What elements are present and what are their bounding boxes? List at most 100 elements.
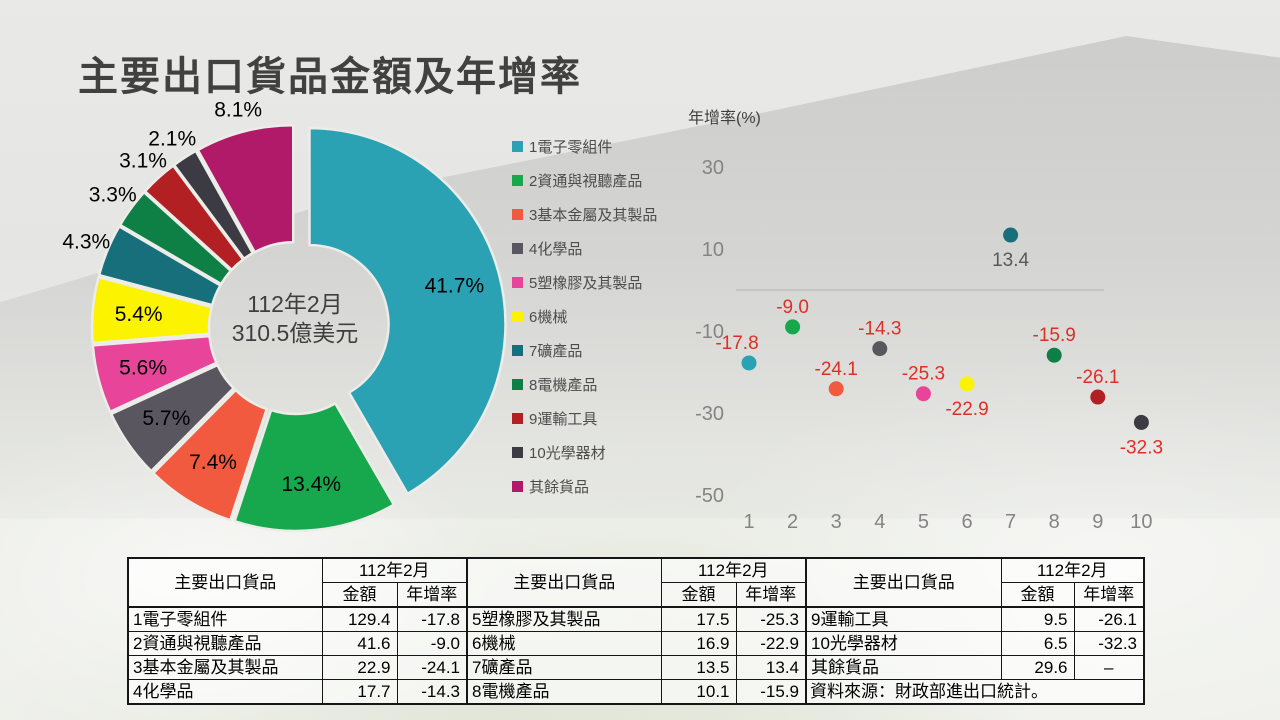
table-row: 10光學器材 6.5 -32.3 [805,631,1145,656]
item-name-cell: 3基本金屬及其製品 [127,655,323,680]
legend-swatch [512,480,523,492]
legend-item-label: 3基本金屬及其製品 [529,206,658,224]
scatter-point [741,355,757,371]
donut-slice [118,191,233,286]
scatter-point-label: -22.9 [945,399,988,420]
yoy-cell: -32.3 [1073,631,1145,656]
item-name-cell: 10光學器材 [805,631,1002,656]
scatter-point [785,319,801,335]
legend-item-label: 1電子零組件 [529,138,613,156]
amount-cell: 9.5 [1000,606,1075,632]
donut-center-total: 310.5億美元 [231,320,359,346]
item-name-cell: 1電子零組件 [127,606,323,632]
table-row: 1電子零組件 129.4 -17.8 [127,606,468,632]
legend-item-label: 8電機產品 [529,376,598,394]
donut-slice [90,275,213,345]
y-axis-tick-label: 30 [702,157,724,179]
page-title: 主要出口貨品金額及年增率 [78,55,582,99]
scatter-point [1090,389,1106,405]
scatter-point [1133,414,1149,430]
table-row: 7礦產品 13.5 13.4 [466,655,807,680]
legend-swatch [512,140,523,152]
legend-item: 3基本金屬及其製品 [512,206,658,224]
donut-slice [233,402,396,533]
donut-slice [196,123,295,254]
amount-cell: 22.9 [321,655,398,680]
scatter-point-label: -25.3 [902,364,945,385]
donut-slice [152,388,268,522]
legend-swatch [512,208,523,220]
table-header-items: 主要出口貨品 [466,557,662,608]
legend-item-label: 其餘貨品 [529,478,590,496]
legend-item: 1電子零組件 [512,138,657,156]
yoy-cell: -17.8 [396,606,468,632]
y-axis-tick-label: -30 [695,403,724,425]
scatter-point-label: -17.8 [715,333,758,354]
donut-slice-label: 7.4% [189,451,237,474]
donut-slice [308,126,507,496]
legend-item: 9運輸工具 [512,410,657,428]
amount-cell: 13.5 [660,655,737,680]
pie-legend: 1電子零組件 2資通與視聽產品 3基本金屬及其製品 4化學品 5塑橡膠及其製品 6機械 7礦… [512,138,657,512]
table-header-amount: 金額 [660,582,737,608]
legend-item: 4化學品 [512,240,657,258]
table-header-period: 112年2月 [660,557,807,583]
donut-slice-label: 3.3% [89,183,137,206]
legend-item: 其餘貨品 [512,478,657,496]
x-axis-tick-label: 3 [831,511,842,533]
donut-slice-label: 5.4% [115,303,163,326]
table-header-items: 主要出口貨品 [805,557,1002,608]
x-axis-tick-label: 2 [787,511,798,533]
item-name-cell: 其餘貨品 [805,655,1002,680]
x-axis-tick-label: 6 [961,511,972,533]
scatter-point-label: -15.9 [1033,325,1076,346]
donut-slice-label: 3.1% [119,150,167,173]
legend-swatch [512,412,523,424]
legend-swatch [512,446,523,458]
yoy-cell: -24.1 [396,655,468,680]
y-axis-tick-label: -50 [695,485,724,507]
amount-cell: 17.7 [321,679,398,705]
table-header-period: 112年2月 [321,557,468,583]
table-header-period: 112年2月 [1000,557,1145,583]
legend-item-label: 2資通與視聽產品 [529,172,643,190]
legend-item: 7礦產品 [512,342,657,360]
table-header-amount: 金額 [321,582,398,608]
donut-slice-label: 41.7% [425,274,485,297]
legend-item: 2資通與視聽產品 [512,172,657,190]
legend-swatch [512,174,523,186]
donut-center-label: 112年2月 310.5億美元 [175,290,415,348]
legend-item: 5塑橡膠及其製品 [512,274,657,292]
item-name-cell: 2資通與視聽產品 [127,631,323,656]
item-name-cell: 9運輸工具 [805,606,1002,632]
legend-swatch [512,344,523,356]
item-name-cell: 6機械 [466,631,662,656]
legend-item-label: 10光學器材 [529,444,606,462]
legend-item-label: 5塑橡膠及其製品 [529,274,643,292]
table-header-items: 主要出口貨品 [127,557,323,608]
donut-chart: 41.7% 13.4% 7.4% 5.7% 5.6% 5.4% 4.3% 3.3% 3.1%2.… [62,100,507,533]
scatter-point-label: -14.3 [858,319,901,340]
legend-swatch [512,276,523,288]
amount-cell: 29.6 [1000,655,1075,680]
table-header-yoy: 年增率 [396,582,468,608]
amount-cell: 10.1 [660,679,737,705]
table-row: 3基本金屬及其製品 22.9 -24.1 [127,655,468,680]
y-axis-tick-label: 10 [702,239,724,261]
item-name-cell: 7礦產品 [466,655,662,680]
table-header-yoy: 年增率 [1073,582,1145,608]
yoy-cell: -15.9 [735,679,807,705]
yoy-cell: -9.0 [396,631,468,656]
scatter-point [1046,347,1062,363]
table-row: 其餘貨品 29.6– [805,655,1145,680]
scatter-point-label: -9.0 [776,297,809,318]
item-name-cell: 5塑橡膠及其製品 [466,606,662,632]
legend-item-label: 7礦產品 [529,342,583,360]
table-header-amount: 金額 [1000,582,1075,608]
table-row: 9運輸工具 9.5 -26.1 [805,606,1145,632]
scatter-point-label: -32.3 [1120,437,1163,458]
amount-cell: 17.5 [660,606,737,632]
legend-item: 8電機產品 [512,376,657,394]
donut-slice-label: 13.4% [281,473,341,496]
